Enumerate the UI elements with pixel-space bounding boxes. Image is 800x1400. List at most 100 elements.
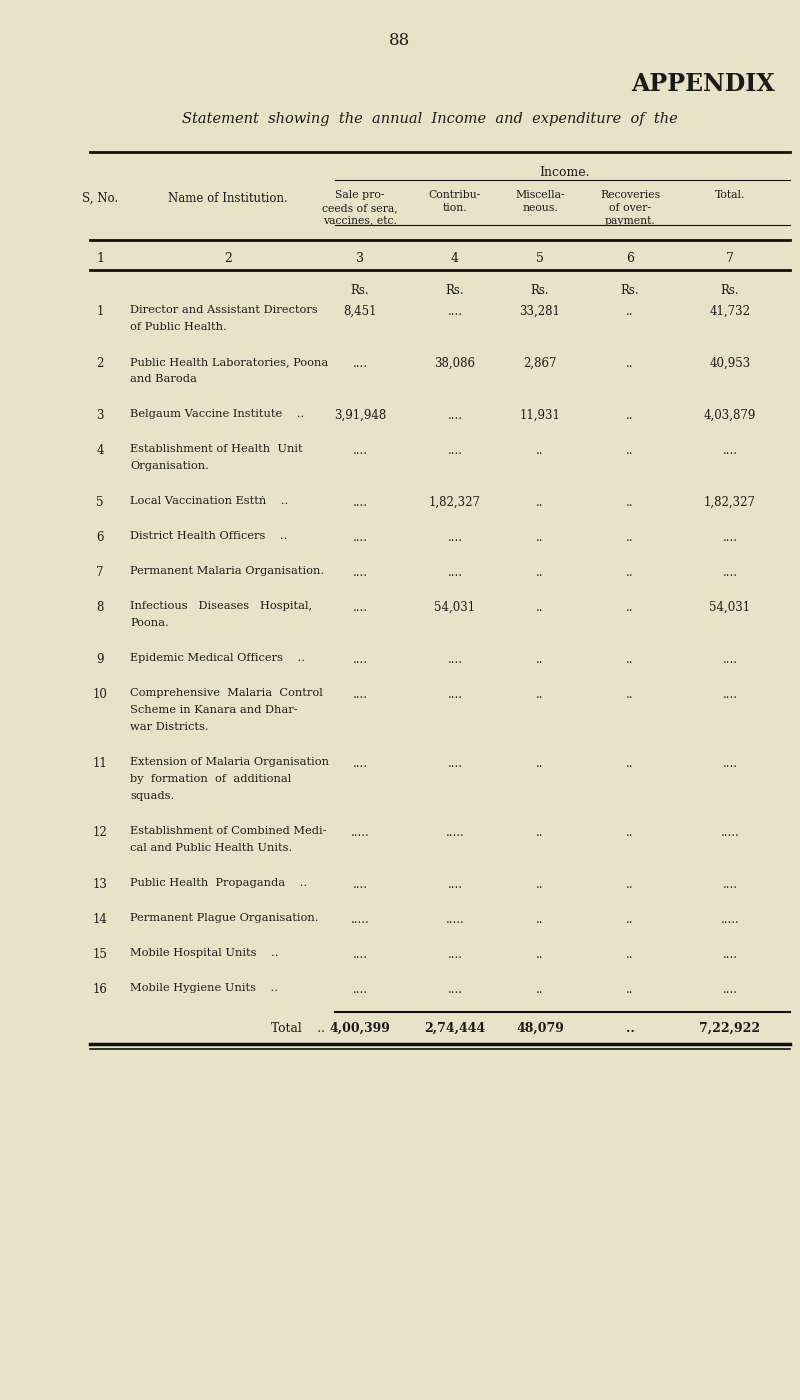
Text: ....: ....: [447, 878, 462, 890]
Text: .....: .....: [721, 826, 739, 839]
Text: ..: ..: [536, 878, 544, 890]
Text: 2: 2: [224, 252, 232, 265]
Text: Scheme in Kanara and Dhar-: Scheme in Kanara and Dhar-: [130, 706, 298, 715]
Text: ..: ..: [536, 496, 544, 510]
Text: 40,953: 40,953: [710, 357, 750, 370]
Text: Director and Assistant Directors: Director and Assistant Directors: [130, 305, 318, 315]
Text: ....: ....: [722, 531, 738, 545]
Text: ....: ....: [353, 878, 367, 890]
Text: .....: .....: [446, 826, 464, 839]
Text: 7,22,922: 7,22,922: [699, 1022, 761, 1035]
Text: Organisation.: Organisation.: [130, 461, 209, 470]
Text: 54,031: 54,031: [710, 601, 750, 615]
Text: ..: ..: [626, 878, 634, 890]
Text: ..: ..: [536, 687, 544, 701]
Text: ....: ....: [722, 566, 738, 580]
Text: 14: 14: [93, 913, 107, 925]
Text: APPENDIX: APPENDIX: [631, 71, 775, 97]
Text: S, No.: S, No.: [82, 192, 118, 204]
Text: 4: 4: [96, 444, 104, 456]
Text: 38,086: 38,086: [434, 357, 475, 370]
Text: cal and Public Health Units.: cal and Public Health Units.: [130, 843, 292, 853]
Text: 1: 1: [96, 305, 104, 318]
Text: ..: ..: [536, 913, 544, 925]
Text: Miscella-
neous.: Miscella- neous.: [515, 190, 565, 213]
Text: ....: ....: [722, 878, 738, 890]
Text: ....: ....: [353, 948, 367, 960]
Text: 41,732: 41,732: [710, 305, 750, 318]
Text: ....: ....: [353, 983, 367, 995]
Text: Infectious   Diseases   Hospital,: Infectious Diseases Hospital,: [130, 601, 312, 610]
Text: 3,91,948: 3,91,948: [334, 409, 386, 421]
Text: Epidemic Medical Officers    ..: Epidemic Medical Officers ..: [130, 652, 305, 664]
Text: Rs.: Rs.: [721, 284, 739, 297]
Text: 54,031: 54,031: [434, 601, 475, 615]
Text: 10: 10: [93, 687, 107, 701]
Text: ....: ....: [447, 566, 462, 580]
Text: ....: ....: [353, 444, 367, 456]
Text: 9: 9: [96, 652, 104, 666]
Text: ..: ..: [536, 948, 544, 960]
Text: war Districts.: war Districts.: [130, 722, 209, 732]
Text: ..: ..: [536, 601, 544, 615]
Text: ..: ..: [626, 913, 634, 925]
Text: Mobile Hospital Units    ..: Mobile Hospital Units ..: [130, 948, 278, 958]
Text: ..: ..: [536, 566, 544, 580]
Text: ..: ..: [536, 444, 544, 456]
Text: 12: 12: [93, 826, 107, 839]
Text: ..: ..: [626, 444, 634, 456]
Text: ....: ....: [353, 687, 367, 701]
Text: Name of Institution.: Name of Institution.: [168, 192, 288, 204]
Text: Establishment of Health  Unit: Establishment of Health Unit: [130, 444, 302, 454]
Text: Total    ..: Total ..: [271, 1022, 325, 1035]
Text: ....: ....: [447, 444, 462, 456]
Text: Sale pro-
ceeds of sera,
vaccines, etc.: Sale pro- ceeds of sera, vaccines, etc.: [322, 190, 398, 225]
Text: ....: ....: [447, 409, 462, 421]
Text: 1,82,327: 1,82,327: [704, 496, 756, 510]
Text: 6: 6: [626, 252, 634, 265]
Text: .....: .....: [721, 913, 739, 925]
Text: ..: ..: [626, 826, 634, 839]
Text: Rs.: Rs.: [446, 284, 464, 297]
Text: 13: 13: [93, 878, 107, 890]
Text: Belgaum Vaccine Institute    ..: Belgaum Vaccine Institute ..: [130, 409, 304, 419]
Text: ..: ..: [626, 496, 634, 510]
Text: ..: ..: [626, 687, 634, 701]
Text: Extension of Malaria Organisation: Extension of Malaria Organisation: [130, 757, 329, 767]
Text: ..: ..: [536, 757, 544, 770]
Text: Comprehensive  Malaria  Control: Comprehensive Malaria Control: [130, 687, 322, 699]
Text: ..: ..: [626, 357, 634, 370]
Text: Mobile Hygiene Units    ..: Mobile Hygiene Units ..: [130, 983, 278, 993]
Text: and Baroda: and Baroda: [130, 374, 197, 384]
Text: 16: 16: [93, 983, 107, 995]
Text: by  formation  of  additional: by formation of additional: [130, 774, 291, 784]
Text: 33,281: 33,281: [519, 305, 561, 318]
Text: Public Health Laboratories, Poona: Public Health Laboratories, Poona: [130, 357, 328, 367]
Text: 4,00,399: 4,00,399: [330, 1022, 390, 1035]
Text: ....: ....: [722, 444, 738, 456]
Text: ..: ..: [626, 409, 634, 421]
Text: ..: ..: [626, 983, 634, 995]
Text: ..: ..: [626, 948, 634, 960]
Text: 4: 4: [451, 252, 459, 265]
Text: 6: 6: [96, 531, 104, 545]
Text: ....: ....: [353, 566, 367, 580]
Text: ..: ..: [626, 305, 634, 318]
Text: ....: ....: [353, 601, 367, 615]
Text: 8: 8: [96, 601, 104, 615]
Text: 1,82,327: 1,82,327: [429, 496, 481, 510]
Text: Public Health  Propaganda    ..: Public Health Propaganda ..: [130, 878, 307, 888]
Text: ....: ....: [447, 305, 462, 318]
Text: ..: ..: [536, 652, 544, 666]
Text: Rs.: Rs.: [530, 284, 550, 297]
Text: 88: 88: [390, 32, 410, 49]
Text: Recoveries
of over-
payment.: Recoveries of over- payment.: [600, 190, 660, 225]
Text: ....: ....: [447, 757, 462, 770]
Text: ....: ....: [722, 687, 738, 701]
Text: .....: .....: [446, 913, 464, 925]
Text: ....: ....: [447, 531, 462, 545]
Text: .....: .....: [350, 913, 370, 925]
Text: 3: 3: [356, 252, 364, 265]
Text: ....: ....: [353, 357, 367, 370]
Text: Total.: Total.: [715, 190, 745, 200]
